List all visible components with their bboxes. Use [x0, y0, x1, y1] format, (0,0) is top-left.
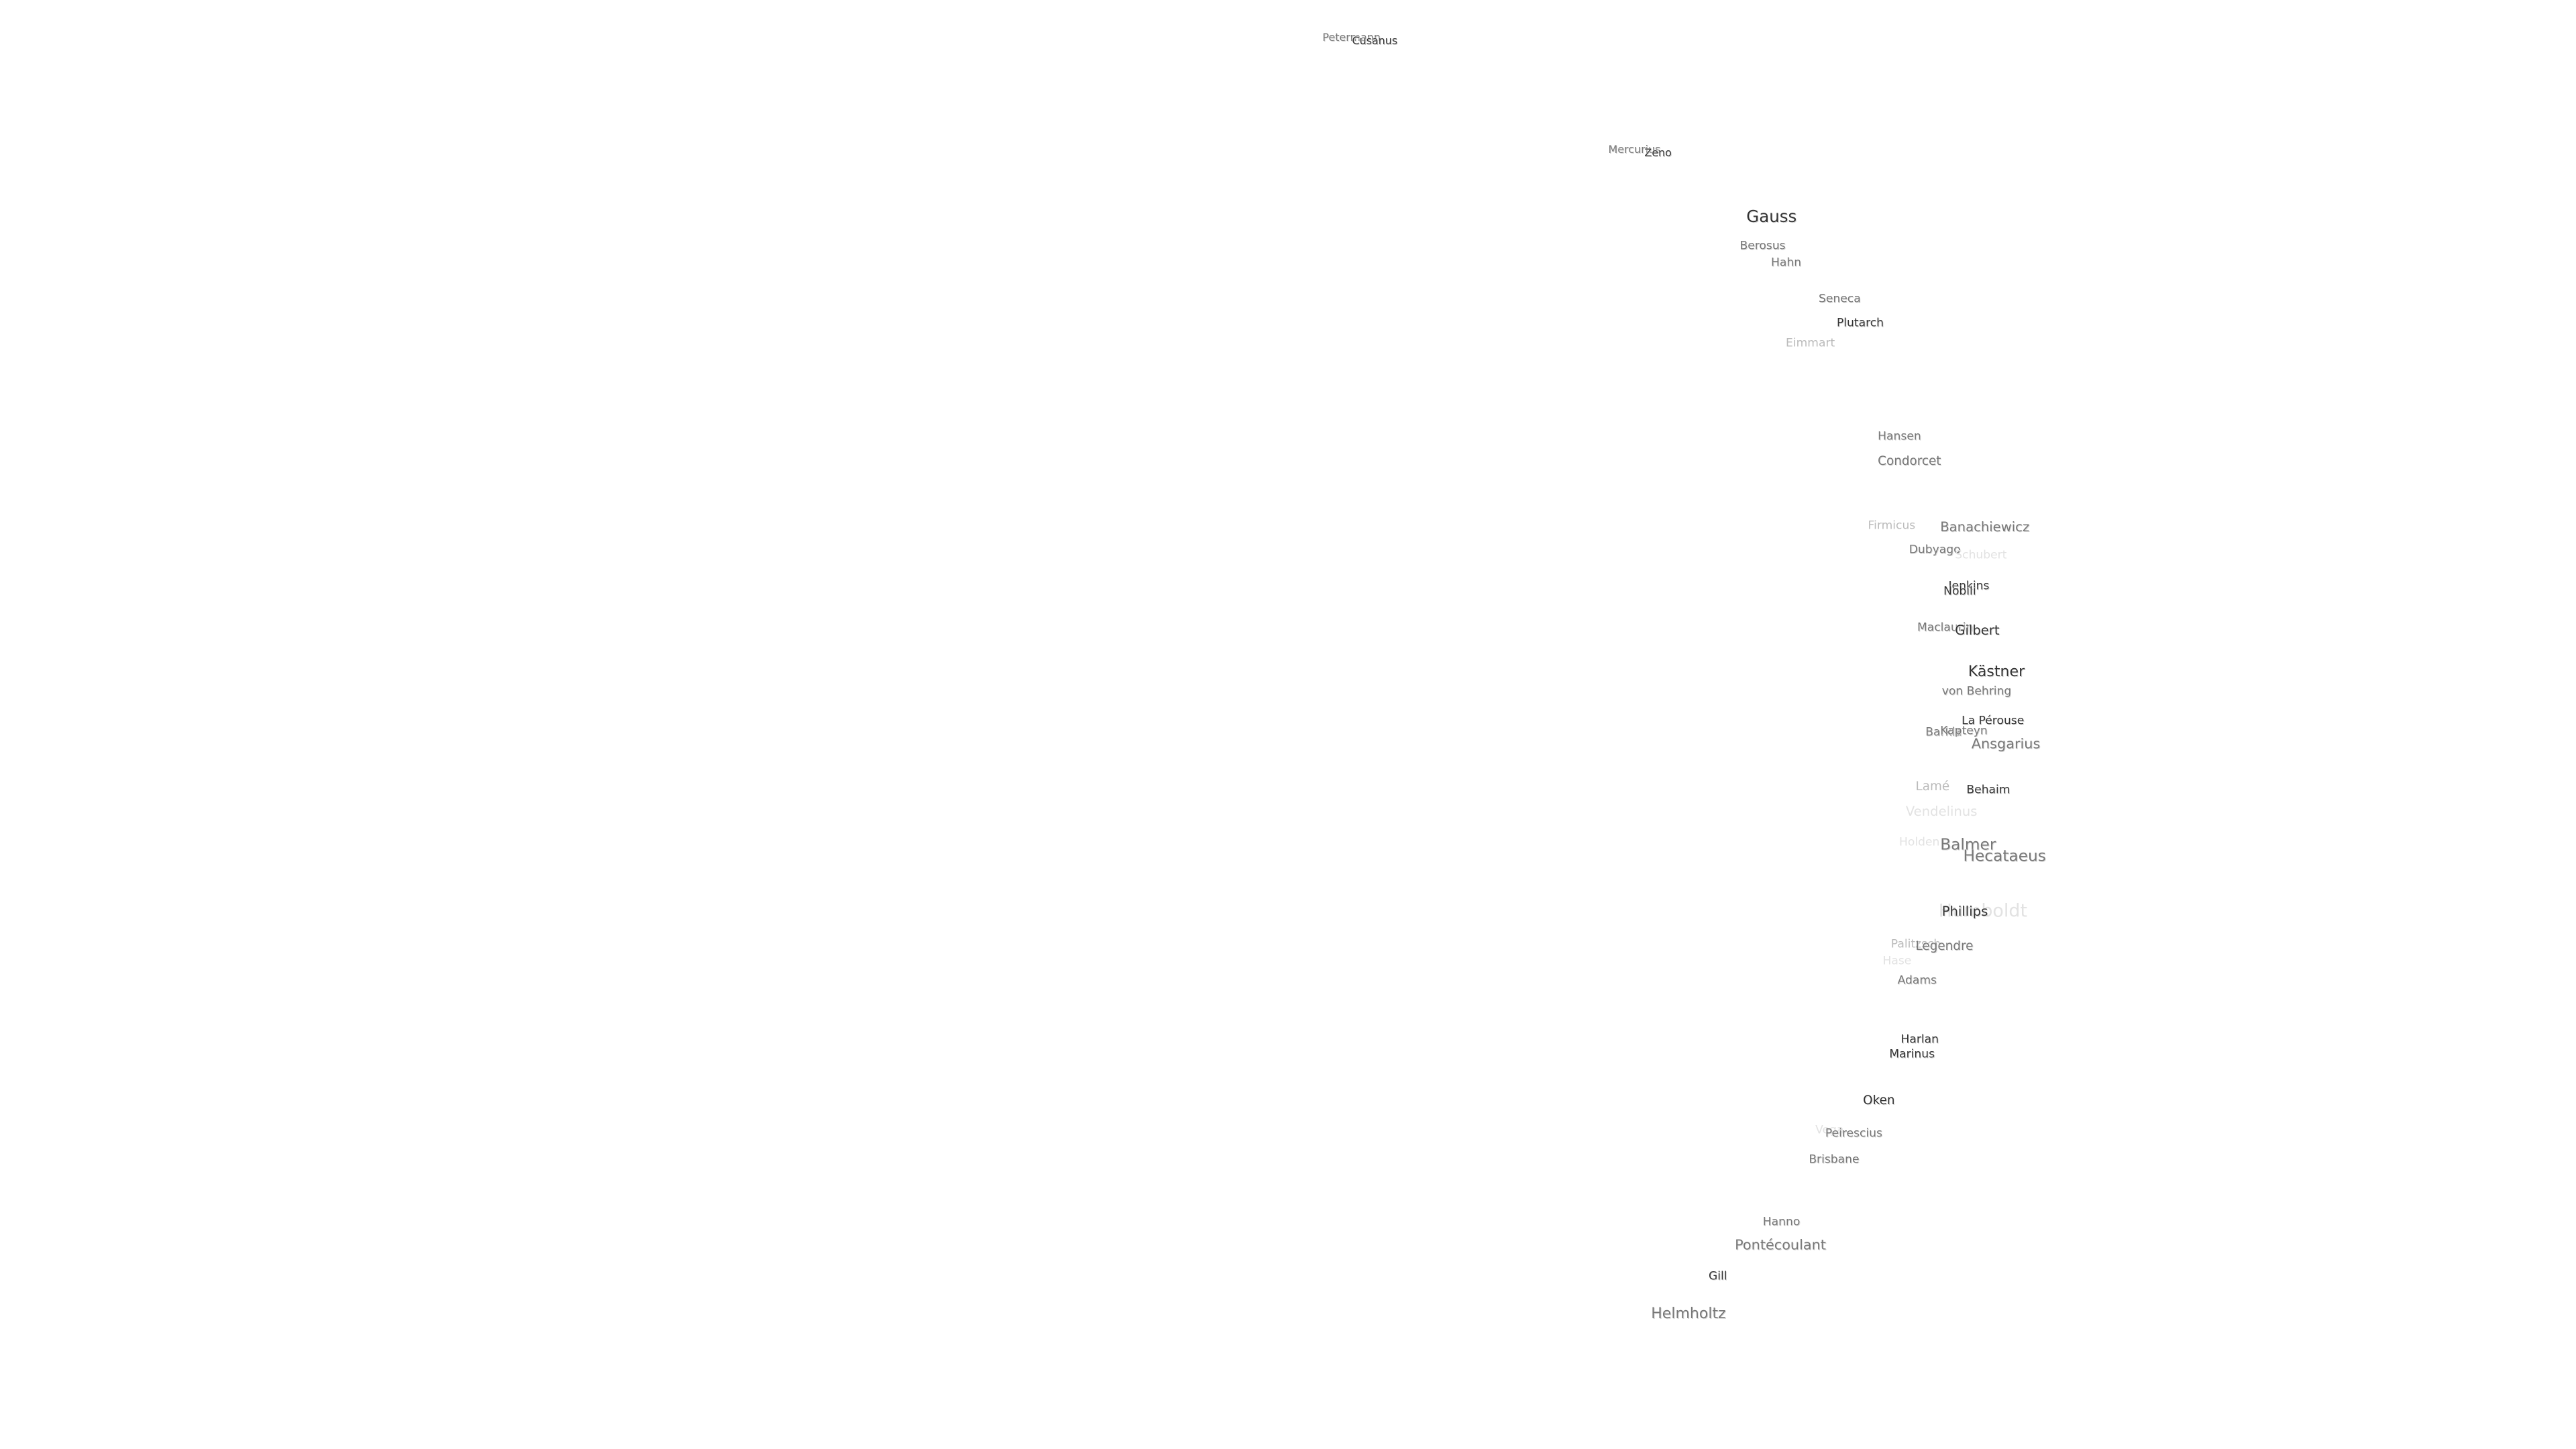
crater-label: Hansen	[1878, 429, 1921, 443]
crater-label: Nobili	[1943, 584, 1976, 598]
crater-label: Plutarch	[1836, 316, 1884, 330]
crater-label: Gill	[1708, 1269, 1727, 1283]
crater-label: Vega	[1815, 1123, 1844, 1137]
crater-label: Balmer	[1940, 835, 1996, 854]
crater-label: Brisbane	[1809, 1152, 1860, 1167]
crater-label: Vendelinus	[1905, 803, 1978, 819]
crater-label: Maclaurin	[1917, 620, 1974, 634]
crater-label: Firmicus	[1868, 519, 1916, 533]
crater-label: Adams	[1897, 973, 1937, 987]
crater-label: Legendre	[1915, 938, 1974, 953]
crater-label: Mercurius	[1608, 142, 1661, 156]
crater-label: Behaim	[1966, 783, 2010, 797]
crater-label: Seneca	[1819, 292, 1861, 306]
crater-label: Berosus	[1739, 239, 1786, 253]
crater-label: La Pérouse	[1962, 714, 2025, 728]
crater-label: Cusanus	[1352, 34, 1398, 48]
crater-label: Pontécoulant	[1735, 1236, 1826, 1253]
crater-label: von Behring	[1941, 684, 2012, 698]
crater-label: Hase	[1882, 954, 1912, 968]
crater-label: Kästner	[1968, 663, 2025, 680]
crater-label: Gauss	[1746, 207, 1797, 227]
crater-label: Ansgarius	[1971, 735, 2041, 752]
crater-label: Helmholtz	[1651, 1305, 1726, 1323]
crater-label: Lamé	[1915, 779, 1950, 794]
crater-label: Eimmart	[1786, 336, 1835, 350]
crater-label: Condorcet	[1878, 453, 1941, 468]
crater-label: Humboldt	[1938, 900, 2027, 922]
crater-label: Oken	[1863, 1093, 1895, 1108]
crater-label: Gilbert	[1955, 623, 2000, 639]
crater-label: Hanno	[1762, 1215, 1801, 1229]
crater-label: Harlan	[1900, 1032, 1939, 1046]
crater-label: Phillips	[1941, 904, 1988, 920]
crater-label: Kapteyn	[1940, 724, 1988, 738]
crater-label: Palitzsch	[1890, 937, 1941, 951]
crater-label: Hahn	[1771, 256, 1802, 270]
crater-label: Peirescius	[1825, 1126, 1882, 1140]
crater-label: Schubert	[1955, 548, 2007, 562]
crater-label: Petermann	[1322, 31, 1381, 44]
crater-label: Barkla	[1925, 725, 1962, 739]
crater-label: Banachiewicz	[1940, 519, 2030, 535]
crater-label: Holden	[1899, 835, 1940, 849]
crater-label: Zeno	[1644, 146, 1672, 159]
crater-label: Marinus	[1889, 1047, 1935, 1061]
crater-label: Hecataeus	[1963, 847, 2046, 865]
crater-label: Jenkins	[1948, 579, 1990, 593]
crater-label: Dubyago	[1909, 543, 1961, 557]
